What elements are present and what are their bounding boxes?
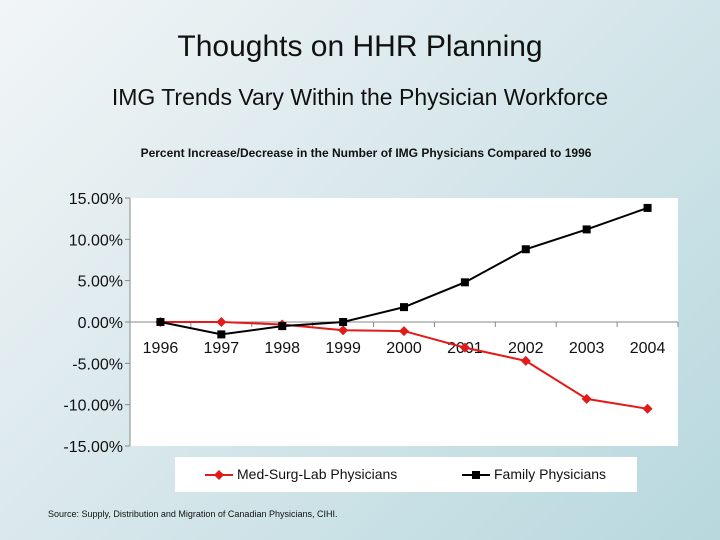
x-tick-label: 2002 xyxy=(508,340,544,357)
data-point-square xyxy=(643,203,652,212)
data-point-diamond xyxy=(399,326,409,337)
x-tick-label: 1997 xyxy=(204,340,240,357)
x-tick-label: 2004 xyxy=(630,340,666,357)
y-tick-label: -10.00% xyxy=(63,398,123,415)
data-point-diamond xyxy=(581,393,592,404)
data-point-square xyxy=(156,318,165,326)
y-tick-label: 10.00% xyxy=(69,232,123,249)
slide-subtitle: IMG Trends Vary Within the Physician Wor… xyxy=(111,84,609,110)
x-tick-label: 1999 xyxy=(325,340,361,357)
data-point-diamond xyxy=(338,325,349,336)
data-point-square xyxy=(521,245,530,254)
y-tick-label: -5.00% xyxy=(72,356,123,373)
x-tick-label: 2003 xyxy=(569,340,605,357)
chart-legend: Med-Surg-Lab Physicians Family Physician… xyxy=(175,457,637,492)
y-tick-label: -15.00% xyxy=(63,439,123,456)
data-point-square xyxy=(582,225,591,234)
x-tick-label: 1998 xyxy=(264,340,300,357)
data-point-square xyxy=(278,322,287,331)
legend-label-family: Family Physicians xyxy=(494,466,607,482)
data-point-square xyxy=(217,330,226,339)
data-point-diamond xyxy=(459,342,470,353)
data-point-square xyxy=(460,278,469,287)
data-point-diamond xyxy=(520,355,531,366)
slide-title: Thoughts on HHR Planning xyxy=(177,30,543,63)
data-point-square xyxy=(339,318,348,326)
data-point-diamond xyxy=(216,317,227,327)
legend-swatch-family xyxy=(462,471,490,480)
y-tick-label: 5.00% xyxy=(78,274,123,291)
legend-item-family: Family Physicians xyxy=(462,466,606,482)
y-tick-label: 15.00% xyxy=(69,191,123,208)
data-point-square xyxy=(400,303,408,312)
x-tick-label: 2000 xyxy=(386,340,422,357)
legend-swatch-med-surg-lab xyxy=(205,470,233,481)
y-tick-label: 0.00% xyxy=(78,315,123,332)
x-tick-label: 1996 xyxy=(143,340,179,357)
data-point-diamond xyxy=(642,403,653,414)
chart-title: Percent Increase/Decrease in the Number … xyxy=(140,146,592,160)
legend-label-med-surg-lab: Med-Surg-Lab Physicians xyxy=(237,466,398,482)
legend-item-med-surg-lab: Med-Surg-Lab Physicians xyxy=(205,466,397,482)
source-note: Source: Supply, Distribution and Migrati… xyxy=(48,509,338,519)
